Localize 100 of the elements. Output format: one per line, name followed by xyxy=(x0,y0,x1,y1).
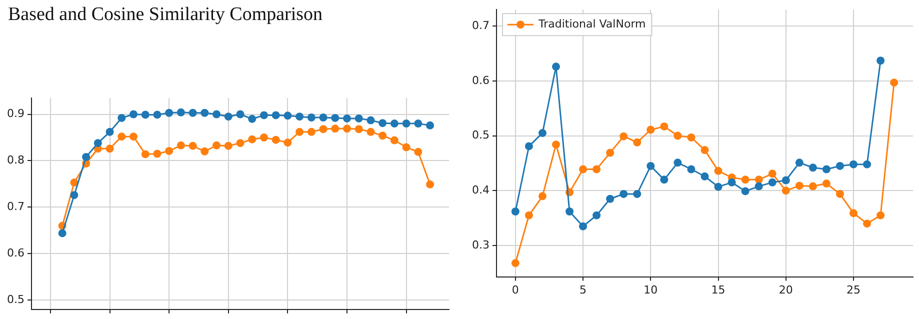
y-tick-label: 0.4 xyxy=(472,184,490,197)
point xyxy=(808,182,817,190)
point xyxy=(118,132,126,141)
point xyxy=(354,114,363,122)
y-tick-label: 0.3 xyxy=(472,238,490,252)
y-tick-label: 0.5 xyxy=(6,292,24,306)
point xyxy=(646,162,655,170)
point xyxy=(782,186,790,195)
point xyxy=(795,182,804,190)
point xyxy=(524,211,533,220)
point xyxy=(212,141,221,150)
point xyxy=(378,119,387,128)
point xyxy=(836,190,844,198)
point xyxy=(165,108,174,117)
point xyxy=(296,128,304,136)
point xyxy=(378,132,387,140)
text: Based and Cosine Similarity Comparison xyxy=(8,4,323,26)
point xyxy=(579,165,588,174)
point xyxy=(768,170,776,178)
point xyxy=(511,259,520,268)
point xyxy=(248,135,256,144)
point xyxy=(646,126,655,134)
point xyxy=(822,180,830,188)
point xyxy=(579,222,588,230)
point xyxy=(850,160,858,168)
point xyxy=(70,191,78,200)
point xyxy=(426,180,434,188)
point xyxy=(165,146,174,155)
x-tick-label: 5 xyxy=(580,283,587,296)
point xyxy=(224,112,232,121)
point xyxy=(592,211,601,220)
point xyxy=(366,128,375,136)
point xyxy=(768,178,776,186)
point xyxy=(402,120,410,128)
point xyxy=(366,116,375,124)
point xyxy=(674,158,682,167)
point xyxy=(176,141,185,150)
point xyxy=(863,220,872,228)
point xyxy=(850,209,858,218)
point xyxy=(714,182,722,191)
point xyxy=(130,110,138,118)
point xyxy=(236,110,244,118)
point xyxy=(426,121,434,130)
point xyxy=(728,178,736,186)
point xyxy=(402,143,410,152)
point xyxy=(687,133,696,142)
x-tick-label: 0 xyxy=(512,283,519,296)
y-tick-label: 0.7 xyxy=(6,200,24,214)
point xyxy=(660,122,668,130)
point xyxy=(319,114,328,122)
point xyxy=(106,144,114,153)
point xyxy=(284,112,292,120)
point xyxy=(331,124,340,133)
point xyxy=(863,160,872,168)
point xyxy=(876,211,885,220)
point xyxy=(741,176,750,184)
point xyxy=(272,111,280,120)
point xyxy=(660,176,668,184)
y-tick-label: 0.9 xyxy=(6,107,24,120)
y-tick-label: 0.6 xyxy=(6,246,24,260)
point xyxy=(331,114,340,122)
point xyxy=(248,114,256,123)
point xyxy=(414,120,422,128)
point xyxy=(82,153,90,162)
legend-label: Traditional ValNorm xyxy=(537,17,646,30)
point xyxy=(552,62,560,71)
point xyxy=(212,110,221,118)
point xyxy=(687,165,696,174)
point xyxy=(606,194,614,203)
point xyxy=(700,146,709,154)
point xyxy=(272,136,280,144)
point xyxy=(130,132,138,141)
point xyxy=(319,125,328,134)
point xyxy=(714,166,722,175)
point xyxy=(200,108,209,117)
point xyxy=(538,192,546,200)
point xyxy=(620,132,628,140)
point xyxy=(754,176,763,184)
point xyxy=(307,128,316,136)
point xyxy=(606,148,614,157)
point xyxy=(153,150,162,158)
point xyxy=(741,187,750,196)
point xyxy=(236,139,244,148)
point xyxy=(552,140,560,149)
point xyxy=(620,190,628,198)
y-tick-label: 0.6 xyxy=(472,74,490,87)
y-tick-label: 0.7 xyxy=(472,18,490,32)
point xyxy=(284,138,292,147)
point xyxy=(260,111,268,120)
point xyxy=(674,132,682,140)
point xyxy=(795,158,804,167)
point xyxy=(141,150,150,158)
point xyxy=(106,128,114,136)
point xyxy=(754,182,763,190)
x-tick-label: 15 xyxy=(711,283,726,296)
x-tick-label: 25 xyxy=(846,283,860,296)
point xyxy=(822,165,830,174)
point xyxy=(633,138,642,146)
point xyxy=(58,229,66,238)
point xyxy=(224,142,232,150)
